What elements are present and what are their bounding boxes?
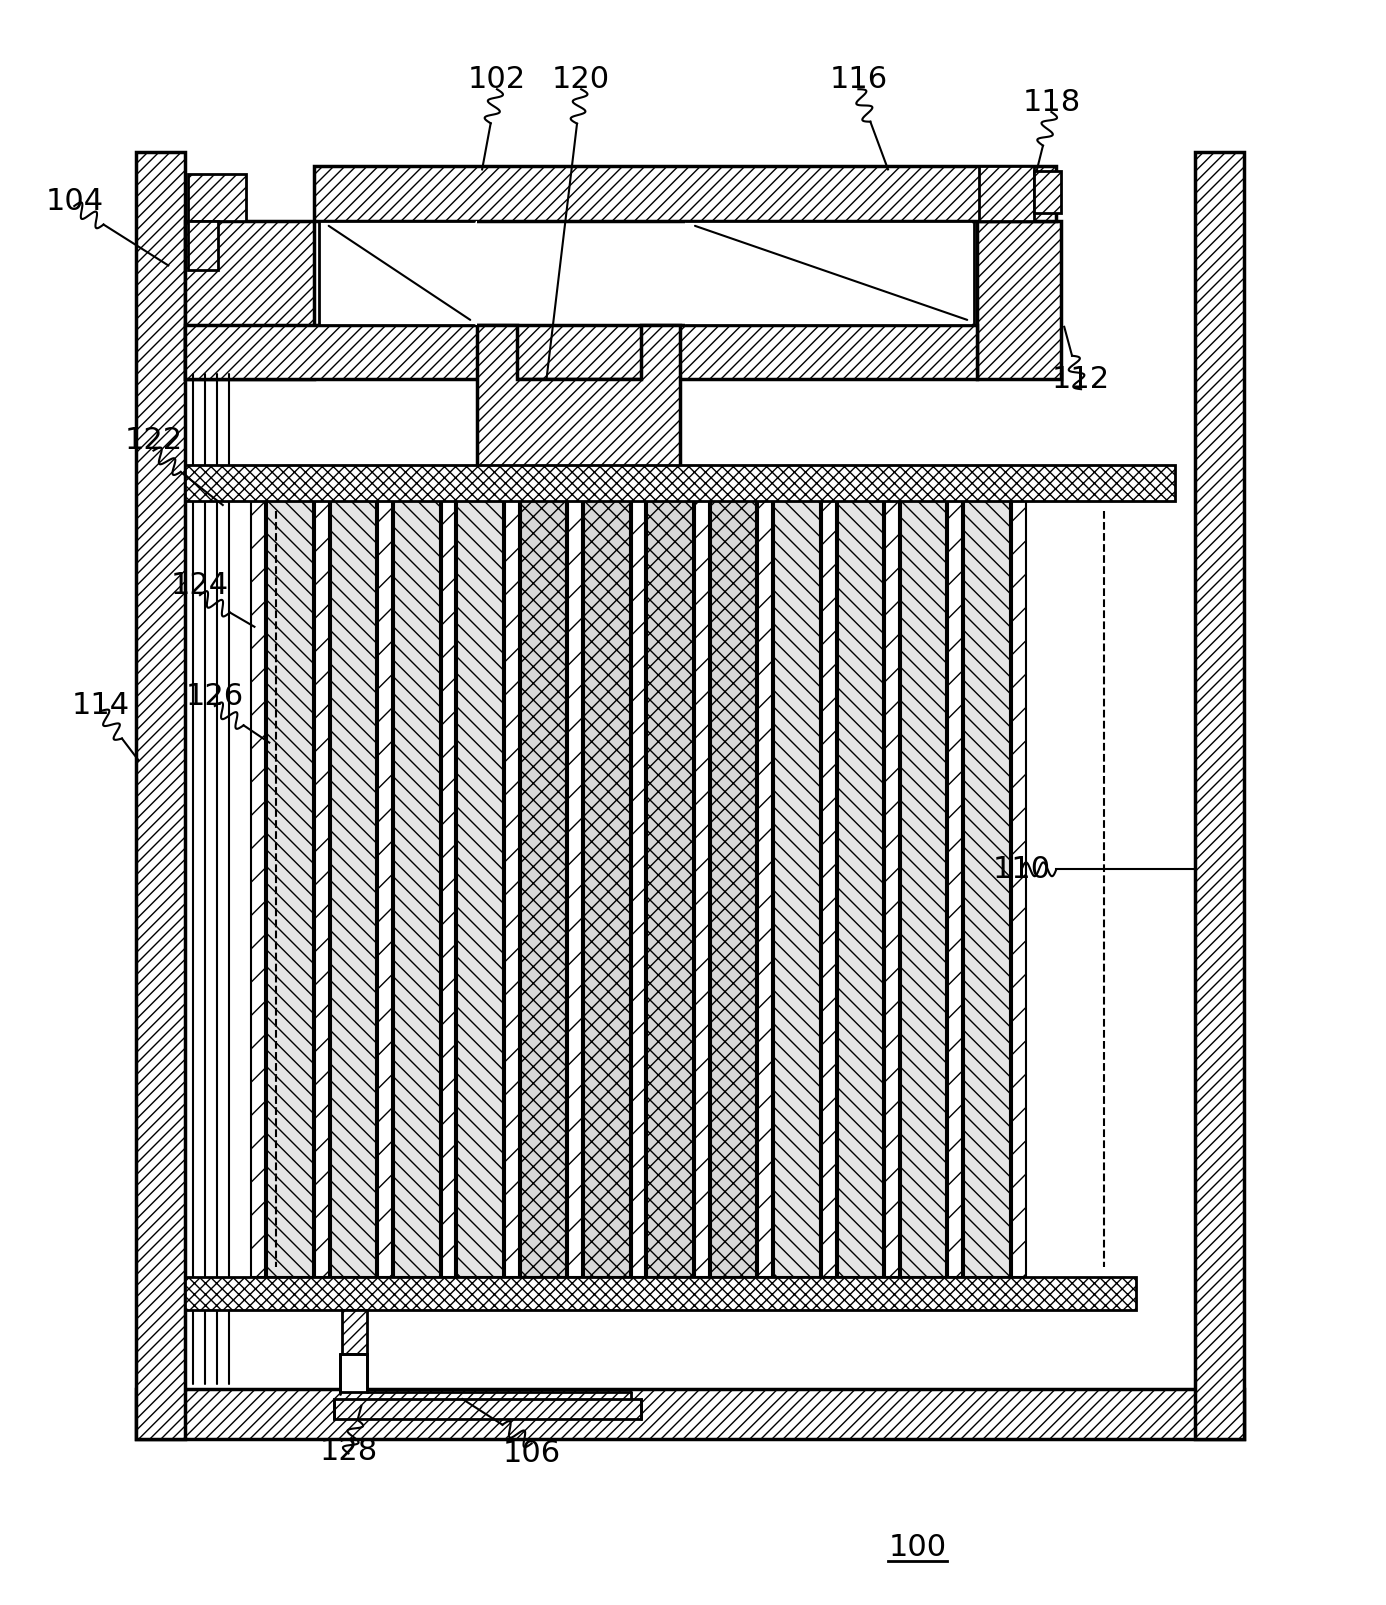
- Text: 106: 106: [503, 1440, 561, 1469]
- Bar: [584, 501, 629, 1278]
- Bar: [1012, 501, 1026, 1278]
- Polygon shape: [477, 324, 681, 469]
- Text: 118: 118: [1023, 88, 1081, 117]
- Bar: [457, 501, 503, 1278]
- Bar: [837, 501, 883, 1278]
- Bar: [521, 501, 567, 1278]
- Bar: [442, 501, 456, 1278]
- Bar: [251, 501, 265, 1278]
- Text: 110: 110: [992, 855, 1051, 884]
- Polygon shape: [186, 221, 313, 379]
- Bar: [186, 151, 1195, 1388]
- Bar: [378, 501, 392, 1278]
- Bar: [186, 465, 1175, 501]
- Bar: [886, 501, 900, 1278]
- Bar: [505, 501, 518, 1278]
- Text: 122: 122: [125, 427, 183, 456]
- Bar: [136, 151, 186, 1438]
- Bar: [188, 221, 218, 270]
- Text: 100: 100: [888, 1533, 947, 1562]
- Text: 104: 104: [46, 186, 104, 215]
- Bar: [341, 1310, 367, 1355]
- Bar: [186, 1278, 1135, 1310]
- Text: 112: 112: [1052, 364, 1110, 393]
- Bar: [965, 501, 1010, 1278]
- Bar: [1195, 151, 1245, 1438]
- Text: 120: 120: [552, 64, 610, 93]
- Bar: [901, 501, 947, 1278]
- Polygon shape: [977, 221, 1062, 379]
- Bar: [188, 175, 245, 221]
- Bar: [979, 167, 1034, 221]
- Bar: [136, 1388, 1245, 1438]
- Bar: [632, 501, 646, 1278]
- Text: 116: 116: [829, 64, 887, 93]
- Bar: [249, 501, 1131, 1278]
- Text: 102: 102: [468, 64, 527, 93]
- Bar: [313, 167, 1056, 221]
- Bar: [334, 1400, 640, 1419]
- Bar: [394, 501, 439, 1278]
- Bar: [822, 501, 836, 1278]
- Bar: [568, 501, 582, 1278]
- Text: 124: 124: [170, 571, 229, 600]
- Bar: [340, 1355, 367, 1392]
- Bar: [948, 501, 962, 1278]
- Text: 114: 114: [72, 692, 130, 721]
- Bar: [758, 501, 772, 1278]
- Bar: [1034, 172, 1062, 213]
- Bar: [685, 221, 972, 324]
- Text: 128: 128: [319, 1436, 377, 1465]
- Bar: [331, 501, 376, 1278]
- Bar: [775, 501, 819, 1278]
- Text: 126: 126: [186, 682, 244, 711]
- Bar: [315, 501, 328, 1278]
- Bar: [647, 501, 693, 1278]
- Bar: [694, 501, 708, 1278]
- Bar: [319, 221, 477, 324]
- Bar: [186, 324, 977, 379]
- Bar: [267, 501, 313, 1278]
- Bar: [711, 501, 757, 1278]
